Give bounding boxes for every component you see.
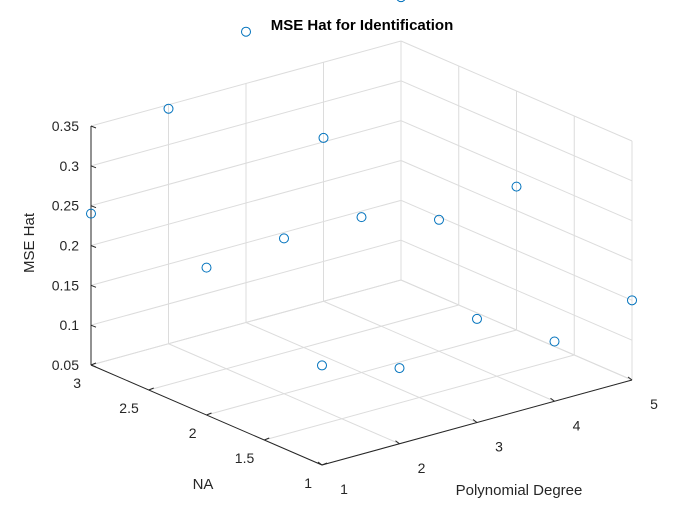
x-axis-label: Polynomial Degree	[456, 482, 583, 499]
z-tick	[90, 125, 97, 129]
z-tick-label: 0.3	[60, 158, 80, 174]
y-tick-label: 3	[73, 375, 81, 391]
grid-line	[90, 160, 402, 246]
y-axis-label: NA	[193, 476, 214, 493]
x-tick	[627, 376, 633, 381]
y-tick	[148, 387, 154, 391]
z-tick-label: 0.35	[52, 118, 79, 134]
grid-line	[90, 120, 402, 207]
x-tick-label: 2	[418, 460, 426, 476]
data-point	[241, 26, 251, 37]
grid-line	[400, 160, 633, 261]
grid-line	[90, 40, 402, 127]
y-tick-label: 1.5	[235, 450, 255, 466]
z-tick	[90, 245, 97, 248]
axes	[90, 125, 633, 466]
grid-line	[90, 80, 402, 167]
tick-labels: 1 2 3 4 5 1 1.5 2 2.5 3 0.05 0.1 0.15 0.2 0.25 0.3 0.35	[52, 118, 658, 497]
grid-line	[400, 120, 633, 222]
x-tick	[472, 419, 478, 423]
y-tick	[206, 412, 212, 416]
x-tick-label: 3	[495, 439, 503, 455]
data-point	[317, 360, 327, 371]
data-point	[163, 103, 174, 114]
data-point	[549, 336, 560, 347]
grid-line	[90, 199, 402, 286]
data-point	[279, 233, 289, 244]
data-point	[396, 0, 406, 3]
x-tick	[395, 440, 400, 445]
data-point	[86, 208, 96, 219]
grid-line	[400, 239, 633, 341]
z-tick-label: 0.2	[60, 238, 80, 254]
data-point	[627, 295, 637, 306]
z-tick-label: 0.15	[52, 277, 79, 293]
grid-line	[264, 354, 575, 441]
z-axis-label: MSE Hat	[21, 212, 38, 273]
grid-line	[206, 329, 517, 416]
data-points	[86, 0, 637, 374]
z-tick	[90, 364, 97, 368]
z-tick-label: 0.05	[52, 357, 79, 373]
x-tick	[550, 397, 555, 402]
z-tick-label: 0.1	[60, 317, 80, 333]
grid-line	[400, 279, 633, 381]
data-point	[472, 313, 482, 324]
z-tick	[90, 324, 97, 328]
chart-title: MSE Hat for Identification	[271, 17, 454, 34]
x-tick-label: 1	[340, 481, 348, 497]
grid-line	[400, 199, 633, 301]
data-point	[356, 212, 367, 223]
y-tick-label: 2	[189, 425, 197, 441]
y-tick	[264, 437, 270, 441]
data-point	[511, 181, 522, 192]
x-tick-label: 4	[573, 417, 581, 433]
z-tick	[90, 165, 97, 169]
y-tick	[90, 362, 97, 366]
z-tick	[90, 205, 97, 209]
grid-line	[400, 80, 633, 182]
grid-line	[90, 239, 402, 326]
z-tick-label: 0.25	[52, 198, 79, 214]
x-tick-label: 5	[650, 396, 658, 412]
grid-line	[400, 40, 633, 142]
data-point	[318, 132, 329, 143]
data-point	[201, 262, 212, 273]
x-tick	[317, 461, 323, 466]
grid-lines	[90, 40, 633, 466]
data-point	[434, 214, 444, 225]
y-tick	[321, 462, 328, 466]
grid-line	[148, 304, 459, 391]
z-tick	[90, 284, 97, 288]
y-tick-label: 1	[304, 475, 312, 491]
data-point	[394, 363, 405, 374]
y-tick-label: 2.5	[119, 400, 139, 416]
grid-line	[90, 279, 402, 366]
